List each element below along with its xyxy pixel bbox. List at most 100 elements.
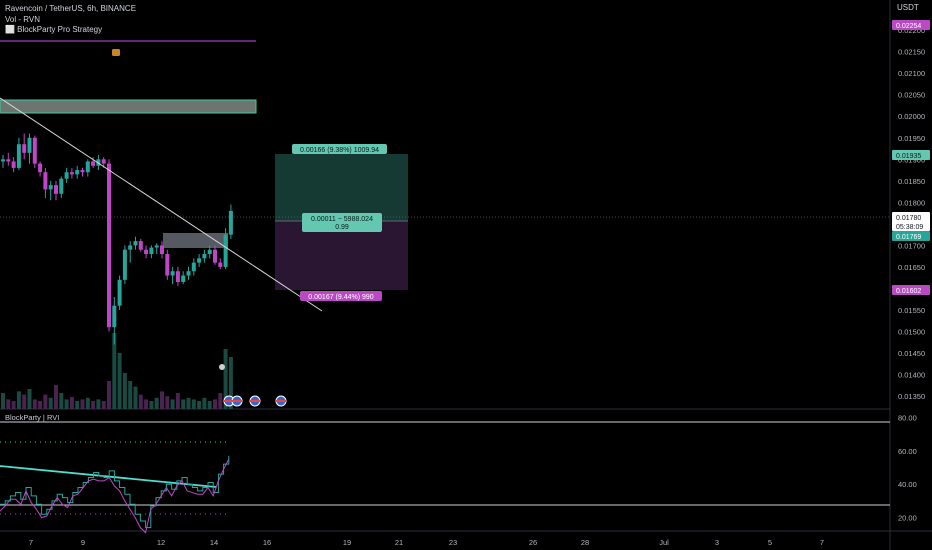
candle[interactable] — [32, 137, 37, 164]
candle[interactable] — [154, 245, 159, 248]
candle[interactable] — [165, 254, 170, 276]
price-tick-label[interactable]: 0.02050 — [898, 91, 925, 100]
price-tick-label[interactable]: 0.02150 — [898, 48, 925, 57]
candle[interactable] — [112, 305, 117, 328]
rvi-signal-line[interactable] — [0, 458, 230, 534]
stop-zone[interactable] — [275, 221, 408, 290]
candle[interactable] — [80, 170, 85, 173]
candle[interactable] — [144, 249, 149, 255]
price-tick-label[interactable]: 0.02200 — [898, 26, 925, 35]
rvi-trend-line[interactable] — [0, 465, 217, 488]
price-badge[interactable] — [892, 231, 930, 241]
rvi-series-line[interactable] — [0, 455, 230, 529]
price-tick-label[interactable]: 0.01450 — [898, 349, 925, 358]
candle[interactable] — [1, 159, 5, 162]
candle[interactable] — [16, 144, 21, 168]
time-tick-label[interactable]: 14 — [210, 538, 218, 547]
event-markers[interactable] — [223, 395, 287, 407]
candle[interactable] — [197, 258, 202, 263]
candle[interactable] — [149, 247, 154, 255]
price-tick-label[interactable]: 0.01850 — [898, 177, 925, 186]
candle[interactable] — [122, 249, 127, 280]
candle[interactable] — [175, 271, 180, 282]
consolidation-box[interactable] — [163, 233, 228, 248]
candle[interactable] — [59, 178, 64, 194]
candle[interactable] — [202, 254, 207, 259]
price-badge[interactable] — [892, 221, 930, 231]
candle[interactable] — [27, 137, 32, 153]
time-tick-label[interactable]: 7 — [29, 538, 33, 547]
time-tick-label[interactable]: 7 — [820, 538, 824, 547]
price-badge[interactable] — [892, 285, 930, 295]
time-tick-label[interactable]: 16 — [263, 538, 271, 547]
price-tick-label[interactable]: 0.01500 — [898, 328, 925, 337]
candle[interactable] — [228, 210, 233, 235]
volume-bar — [1, 393, 5, 409]
price-tick-label[interactable]: 0.02100 — [898, 69, 925, 78]
indicator-title[interactable]: BlockParty | RVI — [5, 413, 59, 422]
candle[interactable] — [43, 172, 48, 190]
time-tick-label[interactable]: 21 — [395, 538, 403, 547]
time-tick-label[interactable]: Jul — [659, 538, 669, 547]
time-tick-label[interactable]: 3 — [715, 538, 719, 547]
candle[interactable] — [223, 234, 228, 267]
time-tick-label[interactable]: 12 — [157, 538, 165, 547]
time-tick-label[interactable]: 9 — [81, 538, 85, 547]
rvi-tick-label[interactable]: 60.00 — [898, 447, 917, 456]
candle[interactable] — [207, 249, 212, 255]
price-tick-label[interactable]: 0.01650 — [898, 263, 925, 272]
rvi-tick-label[interactable]: 20.00 — [898, 514, 917, 523]
price-tick-label[interactable]: 0.02000 — [898, 112, 925, 121]
candle[interactable] — [138, 241, 143, 250]
price-badge-label: 0.01935 — [896, 153, 921, 160]
strategy-legend[interactable]: ⬜ BlockParty Pro Strategy — [5, 25, 103, 34]
candle[interactable] — [64, 172, 69, 179]
candle[interactable] — [186, 271, 191, 276]
target-zone[interactable] — [275, 154, 408, 221]
price-tick-label[interactable]: 0.01800 — [898, 198, 925, 207]
price-badge[interactable] — [892, 150, 930, 160]
price-tick-label[interactable]: 0.01550 — [898, 306, 925, 315]
candle[interactable] — [22, 144, 27, 153]
rvi-tick-label[interactable]: 40.00 — [898, 480, 917, 489]
candle[interactable] — [54, 185, 58, 194]
candle[interactable] — [85, 161, 90, 173]
strategy-flag-icon[interactable] — [112, 49, 120, 56]
symbol-title[interactable]: Ravencoin / TetherUS, 6h, BINANCE — [5, 4, 137, 13]
price-badge[interactable] — [892, 20, 930, 30]
price-tick-label[interactable]: 0.01350 — [898, 392, 925, 401]
time-tick-label[interactable]: 19 — [343, 538, 351, 547]
candle[interactable] — [117, 279, 122, 306]
currency-label[interactable]: USDT — [897, 3, 919, 12]
candle[interactable] — [11, 161, 16, 168]
candle[interactable] — [213, 249, 217, 263]
time-tick-label[interactable]: 26 — [529, 538, 537, 547]
candle[interactable] — [38, 163, 43, 173]
candle[interactable] — [160, 245, 164, 255]
time-tick-label[interactable]: 5 — [768, 538, 772, 547]
trend-line[interactable] — [0, 97, 323, 312]
time-tick-label[interactable]: 23 — [449, 538, 457, 547]
price-tick-label[interactable]: 0.01700 — [898, 241, 925, 250]
candle[interactable] — [69, 172, 74, 175]
volume-legend[interactable]: Vol - RVN — [5, 15, 40, 24]
candle[interactable] — [6, 159, 11, 162]
candle[interactable] — [48, 185, 53, 190]
candle[interactable] — [91, 161, 96, 166]
candle[interactable] — [75, 170, 80, 175]
price-tick-label[interactable]: 0.01950 — [898, 134, 925, 143]
price-tick-label[interactable]: 0.01400 — [898, 371, 925, 380]
resistance-zone[interactable] — [0, 99, 257, 114]
candle[interactable] — [191, 262, 196, 272]
candle[interactable] — [218, 262, 223, 267]
candle[interactable] — [128, 245, 133, 250]
candle[interactable] — [181, 275, 186, 282]
candle[interactable] — [101, 159, 106, 164]
candle[interactable] — [107, 163, 111, 328]
rvi-tick-label[interactable]: 80.00 — [898, 413, 917, 422]
candle[interactable] — [133, 241, 138, 246]
candle[interactable] — [170, 271, 175, 276]
price-badge[interactable] — [892, 212, 930, 222]
time-tick-label[interactable]: 28 — [581, 538, 589, 547]
